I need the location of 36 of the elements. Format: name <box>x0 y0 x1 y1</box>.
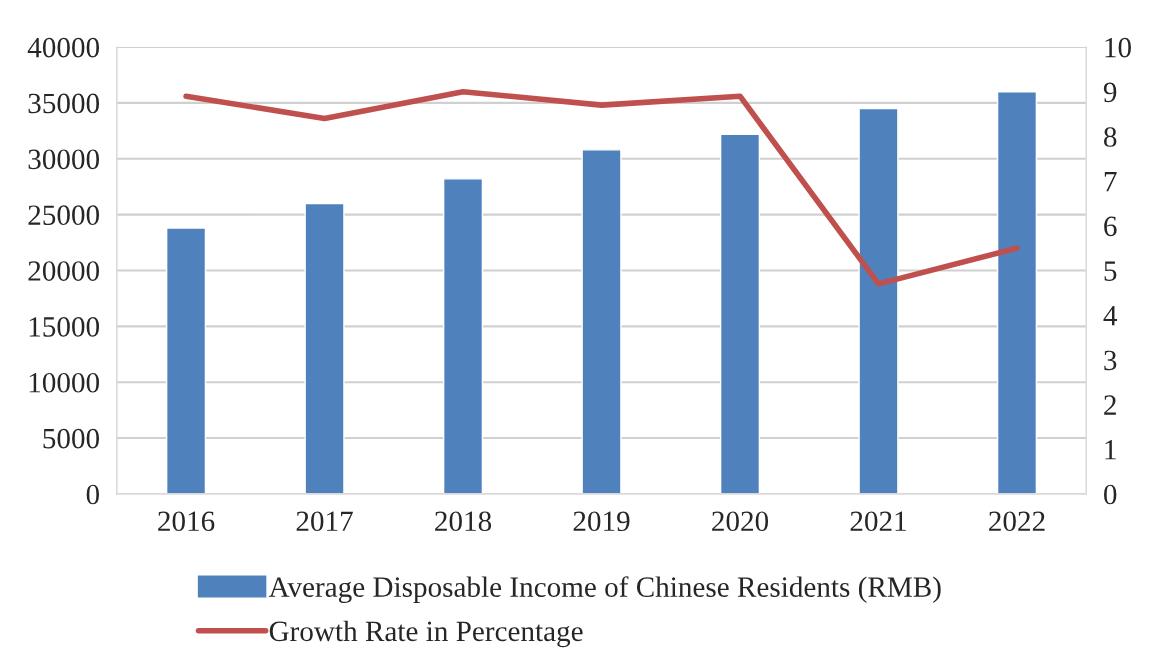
bar <box>304 202 345 494</box>
y-tick-label: 10000 <box>29 372 100 393</box>
x-tick-label: 2018 <box>435 511 492 532</box>
y-tick-label: 35000 <box>28 93 100 114</box>
y-tick-label: 0 <box>86 484 100 505</box>
x-tick-label: 2021 <box>850 511 906 532</box>
y2-tick-label: 5 <box>1104 261 1117 281</box>
bar <box>442 178 484 494</box>
x-tick-label: 2017 <box>296 511 353 532</box>
legend-label: Average Disposable Income of Chinese Residents (RMB) <box>268 576 941 603</box>
y2-tick-label: 9 <box>1103 82 1117 103</box>
y-tick-label: 20000 <box>28 261 100 281</box>
x-tick-label: 2022 <box>989 511 1045 532</box>
bar <box>719 133 761 494</box>
bar <box>996 91 1038 494</box>
y-tick-label: 15000 <box>29 317 100 337</box>
x-tick-label: 2016 <box>158 511 215 532</box>
bar <box>165 227 207 494</box>
y2-tick-label: 3 <box>1104 350 1117 371</box>
y-tick-label: 25000 <box>28 205 100 226</box>
bar <box>858 107 899 494</box>
y2-tick-label: 4 <box>1103 306 1118 326</box>
y2-tick-label: 0 <box>1104 484 1117 505</box>
y2-tick-label: 10 <box>1105 37 1131 58</box>
x-tick-label: 2020 <box>712 511 769 532</box>
y2-tick-label: 1 <box>1105 440 1116 460</box>
legend-label: Growth Rate in Percentage <box>269 620 583 648</box>
y-tick-label: 30000 <box>28 149 100 170</box>
y2-tick-label: 6 <box>1104 216 1117 237</box>
y2-tick-label: 8 <box>1104 127 1117 147</box>
y-tick-label: 5000 <box>43 428 100 449</box>
y-tick-label: 40000 <box>27 37 100 58</box>
bar <box>581 149 622 494</box>
x-tick-label: 2019 <box>573 511 630 532</box>
y2-tick-label: 7 <box>1104 172 1117 192</box>
y2-tick-label: 2 <box>1104 395 1116 415</box>
